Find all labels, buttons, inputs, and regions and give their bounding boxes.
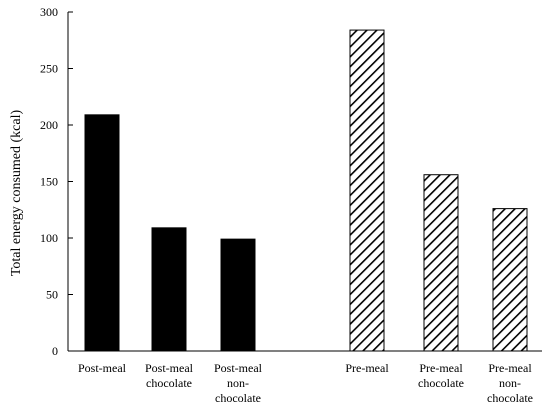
x-category-label-line: Post-meal xyxy=(145,361,194,375)
bar xyxy=(492,208,528,352)
bar xyxy=(84,114,120,352)
y-tick-label: 250 xyxy=(40,62,58,76)
x-category-label-line: chocolate xyxy=(215,391,261,405)
x-category-label-line: Pre-meal xyxy=(488,361,532,375)
y-tick-label: 200 xyxy=(40,118,58,132)
bar xyxy=(151,227,187,352)
x-category-label: Post-meal non-chocolate xyxy=(214,361,263,405)
y-axis-title: Total energy consumed (kcal) xyxy=(9,110,24,277)
x-category-label-line: Pre-meal xyxy=(419,361,463,375)
x-category-label-line: chocolate xyxy=(487,391,533,405)
x-category-label: Pre-meal xyxy=(345,361,389,375)
x-category-label-line: Post-meal xyxy=(214,361,263,375)
bar xyxy=(349,29,385,352)
x-category-label-line: chocolate xyxy=(418,376,464,390)
x-category-label: Post-meal xyxy=(78,361,127,375)
y-tick-label: 300 xyxy=(40,5,58,19)
x-category-label: Pre-meal non-chocolate xyxy=(487,361,533,405)
x-category-label-line: non- xyxy=(227,376,249,390)
y-tick-label: 100 xyxy=(40,231,58,245)
y-tick-label: 50 xyxy=(46,288,58,302)
x-category-label-line: non- xyxy=(499,376,521,390)
x-category-label-line: Post-meal xyxy=(78,361,127,375)
y-tick-label: 0 xyxy=(52,344,58,358)
x-category-label: Pre-meal chocolate xyxy=(418,361,464,390)
axes: 0 50 100 150 200 250 300 xyxy=(40,5,542,358)
y-tick-label: 150 xyxy=(40,175,58,189)
x-category-label: Post-meal chocolate xyxy=(145,361,194,390)
bars xyxy=(84,29,528,352)
bar xyxy=(423,174,459,352)
x-category-label-line: Pre-meal xyxy=(345,361,389,375)
x-category-label-line: chocolate xyxy=(146,376,192,390)
bar xyxy=(220,238,256,352)
